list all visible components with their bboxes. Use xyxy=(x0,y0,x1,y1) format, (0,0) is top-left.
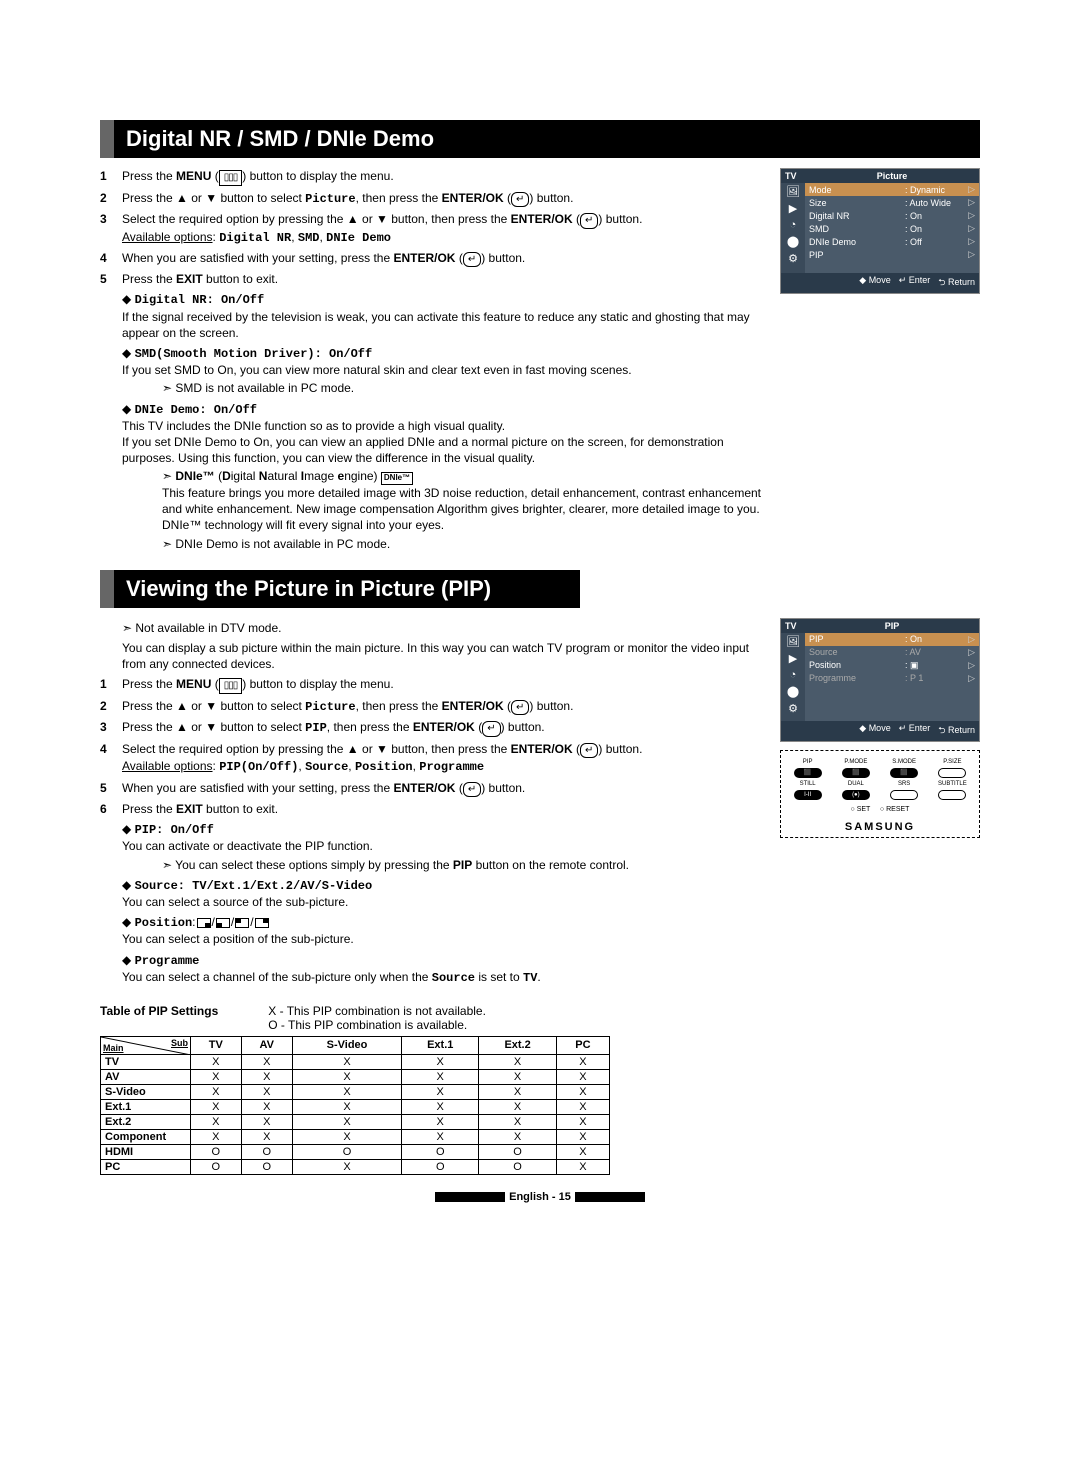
pip-settings-table-wrap: Table of PIP Settings X - This PIP combi… xyxy=(100,1004,980,1175)
pip-legend-o: O - This PIP combination is available. xyxy=(268,1018,467,1032)
remote-control: PIPP.MODES.MODEP.SIZE ⬛⬛⬛ STILLDUALSRSSU… xyxy=(780,750,980,838)
osd-picture-menu: TVPicture 🖼▶◔⬤⚙ Mode: Dynamic▷Size: Auto… xyxy=(780,168,980,294)
section-2-steps: 1Press the MENU (▯▯▯) button to display … xyxy=(100,676,768,817)
pip-topnote: Not available in DTV mode. xyxy=(100,620,768,636)
osd-pip-menu: TVPIP 🖼▶◔⬤⚙ PIP: On▷Source: AV▷Position:… xyxy=(780,618,980,742)
section-2-bullets: PIP: On/OffYou can activate or deactivat… xyxy=(100,821,768,986)
pip-settings-table: MainSubTVAVS-VideoExt.1Ext.2PCTVXXXXXXAV… xyxy=(100,1036,610,1175)
pip-intro: You can display a sub picture within the… xyxy=(100,640,768,672)
pip-table-title: Table of PIP Settings xyxy=(100,1004,218,1032)
pip-legend-x: X - This PIP combination is not availabl… xyxy=(268,1004,486,1018)
section-1-bullets: Digital NR: On/OffIf the signal received… xyxy=(100,291,768,551)
page-footer: English - 15 xyxy=(100,1191,980,1203)
section-2-title: Viewing the Picture in Picture (PIP) xyxy=(100,570,580,608)
section-1-title: Digital NR / SMD / DNIe Demo xyxy=(100,120,980,158)
section-1-steps: 1Press the MENU (▯▯▯) button to display … xyxy=(100,168,768,287)
